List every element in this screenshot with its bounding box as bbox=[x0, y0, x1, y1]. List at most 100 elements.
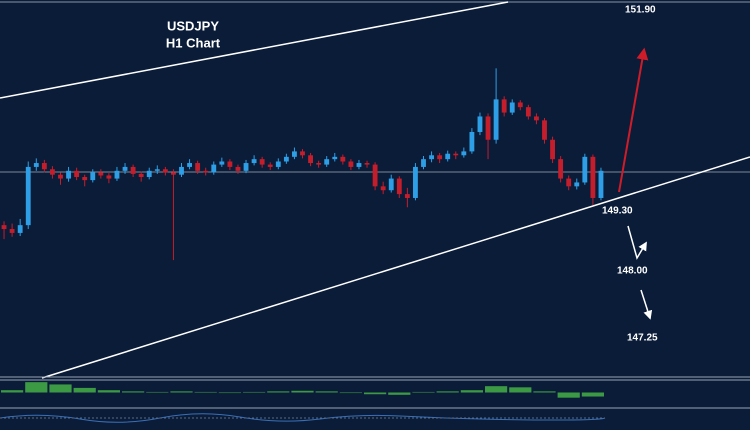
candle-body bbox=[203, 170, 209, 173]
candle-body bbox=[227, 161, 233, 167]
indicator-bar bbox=[73, 387, 96, 393]
candle-body bbox=[316, 163, 322, 165]
candle-body bbox=[179, 166, 184, 175]
candle-body bbox=[82, 177, 88, 181]
chart-title: USDJPY bbox=[167, 18, 219, 33]
indicator-bar bbox=[485, 386, 508, 393]
candle-body bbox=[324, 159, 330, 165]
candle-body bbox=[413, 166, 418, 198]
candle-body bbox=[372, 164, 378, 187]
candle-body bbox=[534, 116, 539, 121]
candle-body bbox=[187, 163, 192, 167]
candle-body bbox=[542, 120, 547, 140]
candle-body bbox=[445, 153, 451, 160]
indicator-bar bbox=[509, 387, 532, 393]
candle-body bbox=[566, 178, 572, 187]
indicator-bar bbox=[460, 390, 483, 393]
down-arrow-1 bbox=[627, 225, 647, 260]
candle-body bbox=[130, 166, 136, 174]
candle-body bbox=[211, 164, 217, 173]
level-label: 151.90 bbox=[625, 5, 656, 16]
candle-body bbox=[66, 170, 71, 179]
indicator-bar bbox=[339, 392, 362, 394]
candle-body bbox=[114, 170, 120, 179]
indicator-bar bbox=[25, 382, 48, 393]
candle-body bbox=[259, 159, 265, 165]
candle-body bbox=[33, 163, 39, 167]
candle-body bbox=[25, 166, 31, 226]
candle-body bbox=[364, 163, 370, 165]
candle-body bbox=[1, 225, 7, 230]
candle-body bbox=[517, 102, 523, 108]
candle-body bbox=[525, 107, 531, 117]
indicator-bar bbox=[557, 392, 580, 398]
candle-body bbox=[493, 99, 499, 140]
candle-body bbox=[106, 175, 112, 179]
candle-body bbox=[388, 178, 394, 191]
candle-body bbox=[308, 155, 313, 164]
candle-body bbox=[396, 178, 402, 195]
indicator-bar bbox=[170, 391, 193, 393]
candle-body bbox=[267, 164, 273, 167]
candle-body bbox=[485, 116, 491, 140]
candle-body bbox=[90, 172, 96, 181]
candle-body bbox=[598, 170, 604, 198]
candle-body bbox=[17, 225, 23, 233]
candle-body bbox=[162, 169, 168, 173]
candle-body bbox=[340, 156, 346, 162]
candle-body bbox=[235, 166, 241, 171]
upper-trendline bbox=[0, 1, 509, 99]
candle-body bbox=[283, 156, 289, 162]
candle-body bbox=[404, 194, 410, 198]
candle-body bbox=[219, 161, 225, 165]
candle-body bbox=[590, 156, 596, 198]
candle-body bbox=[243, 163, 249, 171]
indicator-bar bbox=[122, 391, 145, 393]
indicator-bar bbox=[533, 391, 556, 393]
indicator-bar bbox=[97, 390, 120, 393]
candle-body bbox=[356, 163, 362, 167]
candle-body bbox=[251, 159, 257, 164]
indicator-bar bbox=[146, 391, 169, 393]
candle-body bbox=[122, 166, 128, 171]
indicator-bar bbox=[581, 392, 604, 397]
candle-body bbox=[461, 151, 467, 156]
candles bbox=[1, 68, 604, 398]
candle-body bbox=[582, 156, 588, 183]
candle-body bbox=[41, 163, 47, 170]
lower-trendline bbox=[41, 156, 750, 379]
indicator-bar bbox=[1, 390, 24, 393]
down-arrow-2 bbox=[640, 289, 653, 320]
indicator-bar bbox=[412, 391, 435, 393]
candle-body bbox=[98, 172, 104, 176]
candle-body bbox=[275, 161, 281, 167]
candle-body bbox=[550, 139, 555, 160]
indicator-bar bbox=[267, 391, 290, 393]
candle-body bbox=[58, 174, 63, 179]
candle-body bbox=[195, 163, 201, 171]
candle-body bbox=[509, 102, 515, 113]
indicator-bar bbox=[364, 392, 387, 395]
indicator-bar bbox=[49, 384, 72, 393]
level-label: 147.25 bbox=[627, 333, 658, 344]
candle-body bbox=[138, 173, 144, 178]
candle-body bbox=[332, 156, 338, 160]
candle-body bbox=[574, 182, 580, 187]
chart-subtitle: H1 Chart bbox=[166, 35, 221, 50]
indicator-bar bbox=[436, 391, 459, 393]
candle-body bbox=[146, 170, 152, 178]
candle-body bbox=[501, 99, 507, 113]
candle-body bbox=[171, 172, 176, 175]
candle-body bbox=[558, 159, 564, 179]
candle-body bbox=[380, 186, 386, 191]
indicator-bar bbox=[194, 391, 217, 393]
candle-body bbox=[453, 153, 459, 156]
candle-body bbox=[74, 170, 80, 178]
indicator-bar bbox=[388, 392, 411, 395]
indicator-bar bbox=[291, 390, 314, 393]
indicator-bar bbox=[218, 392, 241, 394]
candle-body bbox=[477, 116, 483, 132]
candle-body bbox=[429, 155, 434, 160]
